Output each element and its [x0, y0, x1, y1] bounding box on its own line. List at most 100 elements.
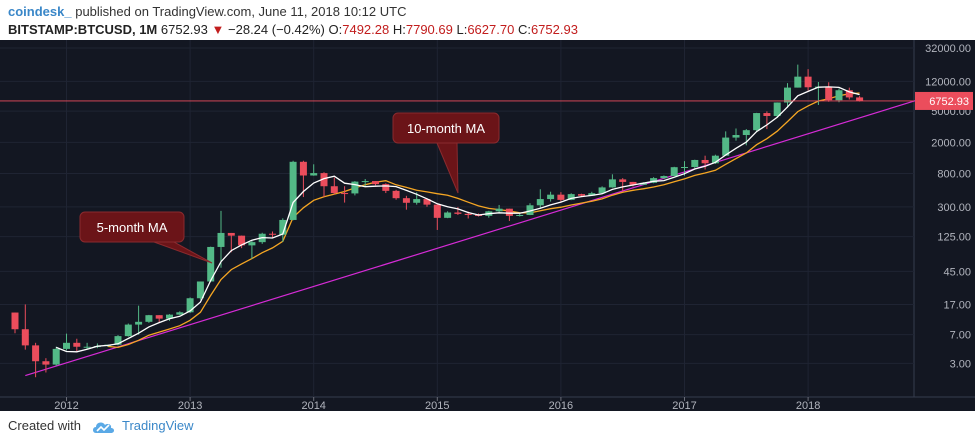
- ma5-line: [55, 86, 860, 353]
- candle-body: [207, 246, 215, 282]
- candle-body: [732, 135, 740, 138]
- x-tick-label: 2017: [672, 400, 696, 411]
- candle-body: [505, 208, 513, 216]
- candle-body: [433, 204, 441, 218]
- candle-body: [114, 336, 122, 345]
- down-arrow-icon: ▼: [211, 22, 225, 37]
- candle-body: [701, 159, 709, 164]
- candle-body: [196, 281, 204, 299]
- candle-body: [248, 242, 256, 246]
- candle-body: [299, 161, 307, 176]
- chart-area[interactable]: 32000.00 12000.00 5000.00 2000.00 800.00 300.…: [0, 40, 975, 412]
- callout-box: [392, 112, 500, 144]
- candle-body: [557, 194, 565, 200]
- symbol-label[interactable]: BITSTAMP:BTCUSD, 1M: [8, 22, 158, 37]
- candle-body: [351, 181, 359, 194]
- candle-body: [32, 345, 40, 362]
- candle-body: [42, 361, 50, 365]
- candle-body: [567, 194, 575, 200]
- y-tick-label: 800.00: [937, 168, 971, 180]
- trend-line: [25, 98, 922, 377]
- last-price-badge: [915, 91, 973, 110]
- candle-body: [330, 186, 338, 194]
- x-tick-label: 2013: [178, 400, 202, 411]
- candle-body: [464, 213, 472, 215]
- candle-body: [166, 314, 173, 319]
- high-label: H:: [392, 22, 406, 37]
- callout-text: 10-month MA: [407, 121, 485, 136]
- candle-body: [289, 161, 297, 220]
- y-tick-label: 7.00: [950, 330, 971, 342]
- candle-body: [835, 90, 843, 101]
- close-label: C:: [517, 22, 531, 37]
- published-text: published on TradingView.com, June 11, 2…: [75, 4, 407, 19]
- candle-body: [135, 321, 143, 325]
- candle-body: [753, 113, 761, 131]
- candle-body: [588, 193, 596, 196]
- candle-body: [341, 193, 349, 195]
- callout-text: 5-month MA: [97, 220, 168, 235]
- candle-body: [547, 194, 555, 200]
- last-price: 6752.93: [160, 22, 208, 37]
- candle-body: [21, 329, 29, 346]
- author-link[interactable]: coindesk_: [8, 4, 72, 19]
- y-tick-label: 12000.00: [925, 76, 971, 88]
- candle-body: [794, 76, 802, 88]
- candle-body: [742, 130, 750, 136]
- x-axis-background: [0, 397, 975, 411]
- y-tick-label: 2000.00: [931, 137, 971, 149]
- candle-body: [722, 137, 730, 156]
- candle-body: [186, 298, 194, 313]
- candle-body: [608, 179, 616, 188]
- candle-body: [11, 312, 19, 330]
- y-tick-label: 125.00: [937, 232, 971, 244]
- open-label: O:: [328, 22, 343, 37]
- last-price-label: 6752.93: [929, 96, 969, 108]
- candle-body: [413, 199, 421, 203]
- ma10-line: [107, 92, 860, 349]
- x-tick-label: 2012: [54, 400, 78, 411]
- candle-body: [711, 155, 719, 164]
- tradingview-cloud-icon: [92, 422, 114, 433]
- candle-body: [83, 346, 91, 348]
- candle-body: [155, 315, 163, 319]
- close-value: 6752.93: [530, 22, 578, 37]
- x-tick-label: 2015: [425, 400, 449, 411]
- candle-body: [227, 232, 235, 236]
- candle-body: [372, 181, 379, 185]
- candle-body: [454, 212, 462, 214]
- tradingview-link[interactable]: TradingView: [122, 418, 194, 433]
- x-tick-label: 2016: [549, 400, 573, 411]
- x-tick-label: 2014: [301, 400, 325, 411]
- y-tick-label: 17.00: [943, 299, 971, 311]
- price-chart[interactable]: 32000.0012000.005000.002000.00800.00300.…: [0, 40, 975, 412]
- candle-body: [423, 199, 431, 205]
- candle-body: [402, 198, 410, 203]
- candle-body: [650, 178, 658, 183]
- candle-body: [845, 90, 853, 98]
- high-value: 7790.69: [405, 22, 453, 37]
- chart-footer: Created with TradingView: [0, 411, 975, 443]
- open-value: 7492.28: [342, 22, 390, 37]
- candle-body: [526, 205, 534, 215]
- ohlc-legend: BITSTAMP:BTCUSD, 1M 6752.93 ▼ −28.24 (−0…: [8, 22, 578, 37]
- created-with-text: Created with: [8, 418, 81, 433]
- y-tick-label: 45.00: [943, 266, 971, 278]
- publish-info: coindesk_ published on TradingView.com, …: [8, 4, 406, 19]
- candle-body: [145, 315, 153, 322]
- x-tick-label: 2018: [796, 400, 820, 411]
- candle-body: [763, 113, 771, 116]
- candle-body: [856, 97, 864, 101]
- candle-body: [176, 312, 184, 315]
- callout-box: [79, 211, 185, 243]
- y-tick-label: 32000.00: [925, 43, 971, 55]
- candle-body: [382, 184, 390, 191]
- candle-body: [619, 179, 627, 182]
- candle-body: [124, 324, 132, 337]
- candle-body: [784, 87, 791, 103]
- candle-body: [536, 199, 544, 206]
- price-change: −28.24 (−0.42%): [228, 22, 325, 37]
- candle-body: [52, 348, 60, 365]
- candle-body: [773, 102, 781, 116]
- candle-body: [73, 342, 81, 347]
